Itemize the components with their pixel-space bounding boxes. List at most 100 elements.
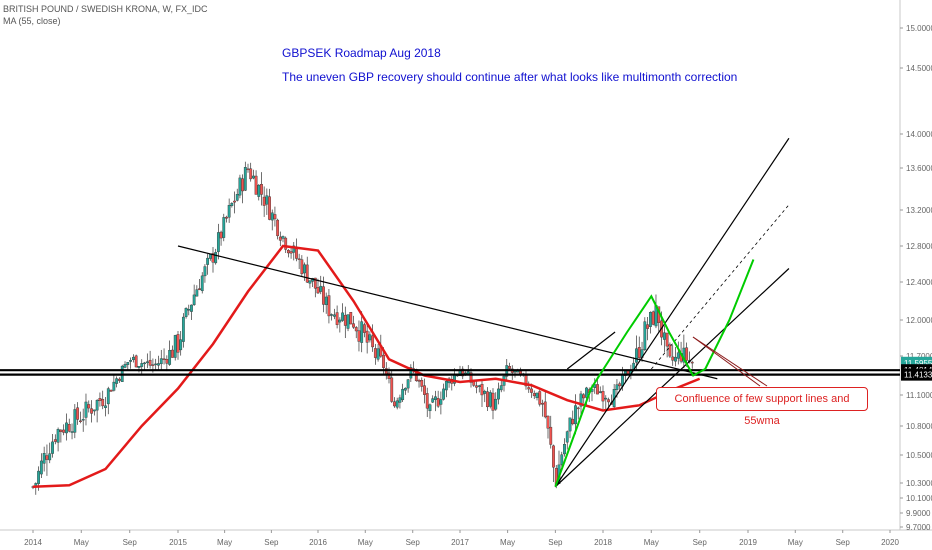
candle-body xyxy=(615,384,619,390)
candle xyxy=(676,341,680,365)
support-callout: Confluence of few support lines and 55wm… xyxy=(656,387,868,427)
candle xyxy=(303,262,306,281)
candle-body xyxy=(211,253,215,263)
y-tick-label: 11.7000 xyxy=(906,352,932,361)
candle xyxy=(159,349,163,370)
candle xyxy=(115,376,119,388)
candle xyxy=(101,390,105,410)
candle-body xyxy=(157,363,160,366)
candle xyxy=(187,304,191,316)
ma-55-line xyxy=(32,244,701,488)
candle-body xyxy=(300,259,304,275)
trendline xyxy=(566,331,616,370)
candle xyxy=(571,410,575,426)
candle-body xyxy=(238,177,242,196)
candle xyxy=(295,238,298,262)
candle-body xyxy=(262,196,266,206)
candle-body xyxy=(690,361,694,364)
candle xyxy=(157,355,160,370)
candle-body xyxy=(646,324,650,329)
callout-pointer xyxy=(692,336,768,387)
candle-body xyxy=(395,400,399,408)
candle-body xyxy=(112,381,116,391)
candle-body xyxy=(179,339,183,351)
candle-body xyxy=(203,266,207,277)
candle-body xyxy=(582,394,586,399)
candle xyxy=(420,377,424,392)
candle-body xyxy=(39,460,43,475)
candle xyxy=(450,375,454,391)
candle-body xyxy=(42,453,46,464)
candle xyxy=(92,409,96,416)
candle-body xyxy=(62,429,66,433)
candle xyxy=(56,427,60,452)
y-tick-label: 10.8000 xyxy=(906,422,932,431)
candle-body xyxy=(401,388,405,401)
candle-body xyxy=(260,184,263,195)
candle xyxy=(401,383,405,403)
candle-body xyxy=(442,388,446,400)
candle-body xyxy=(79,420,82,423)
candle xyxy=(360,311,364,353)
candle xyxy=(308,280,312,289)
candle-body xyxy=(343,314,347,326)
candle xyxy=(406,378,410,393)
projection-arc xyxy=(554,259,755,488)
candle xyxy=(168,340,172,366)
candle-body xyxy=(543,401,547,418)
candle-body xyxy=(227,204,231,218)
candle-body xyxy=(208,254,212,259)
candle xyxy=(662,325,666,353)
candle xyxy=(198,279,201,291)
candle-body xyxy=(649,312,652,327)
candle-body xyxy=(53,439,57,442)
candle xyxy=(477,384,481,393)
candle-body xyxy=(154,363,158,366)
candle-body xyxy=(574,405,577,425)
candle-body xyxy=(585,387,588,398)
candle xyxy=(480,379,484,407)
candle-body xyxy=(637,347,641,359)
candle-body xyxy=(398,397,402,403)
candle xyxy=(668,342,672,359)
candle-body xyxy=(216,232,220,252)
candle xyxy=(488,390,492,409)
candle xyxy=(461,366,465,380)
candle-body xyxy=(560,454,564,465)
x-tick-label: 2015 xyxy=(169,538,187,547)
candle xyxy=(106,386,110,415)
candle xyxy=(428,403,432,419)
candle xyxy=(145,353,149,369)
candle-body xyxy=(316,287,320,294)
candle-body xyxy=(486,391,489,408)
candle xyxy=(349,312,353,325)
candle-body xyxy=(475,385,478,388)
candle xyxy=(65,413,68,441)
candle xyxy=(423,378,426,404)
trendline xyxy=(554,268,790,488)
candle xyxy=(48,442,52,464)
candle xyxy=(134,354,138,368)
y-tick-label: 12.4000 xyxy=(906,278,932,287)
candle-body xyxy=(685,347,689,361)
candle-body xyxy=(200,275,204,292)
candle-body xyxy=(129,359,132,362)
candle xyxy=(346,314,350,332)
x-tick-label: Sep xyxy=(548,538,563,547)
candle-body xyxy=(668,344,672,357)
candle xyxy=(643,317,647,352)
candle-body xyxy=(249,168,253,180)
candle-body xyxy=(37,470,40,484)
candle-body xyxy=(235,194,239,201)
candle xyxy=(67,418,71,433)
candle-body xyxy=(538,391,542,405)
candle xyxy=(140,359,144,374)
candle-body xyxy=(491,392,495,411)
candle-body xyxy=(92,409,96,412)
candle-body xyxy=(143,362,146,365)
price-badge xyxy=(901,368,932,381)
candle xyxy=(313,277,317,298)
candle xyxy=(179,331,183,356)
candle-body xyxy=(665,332,669,347)
